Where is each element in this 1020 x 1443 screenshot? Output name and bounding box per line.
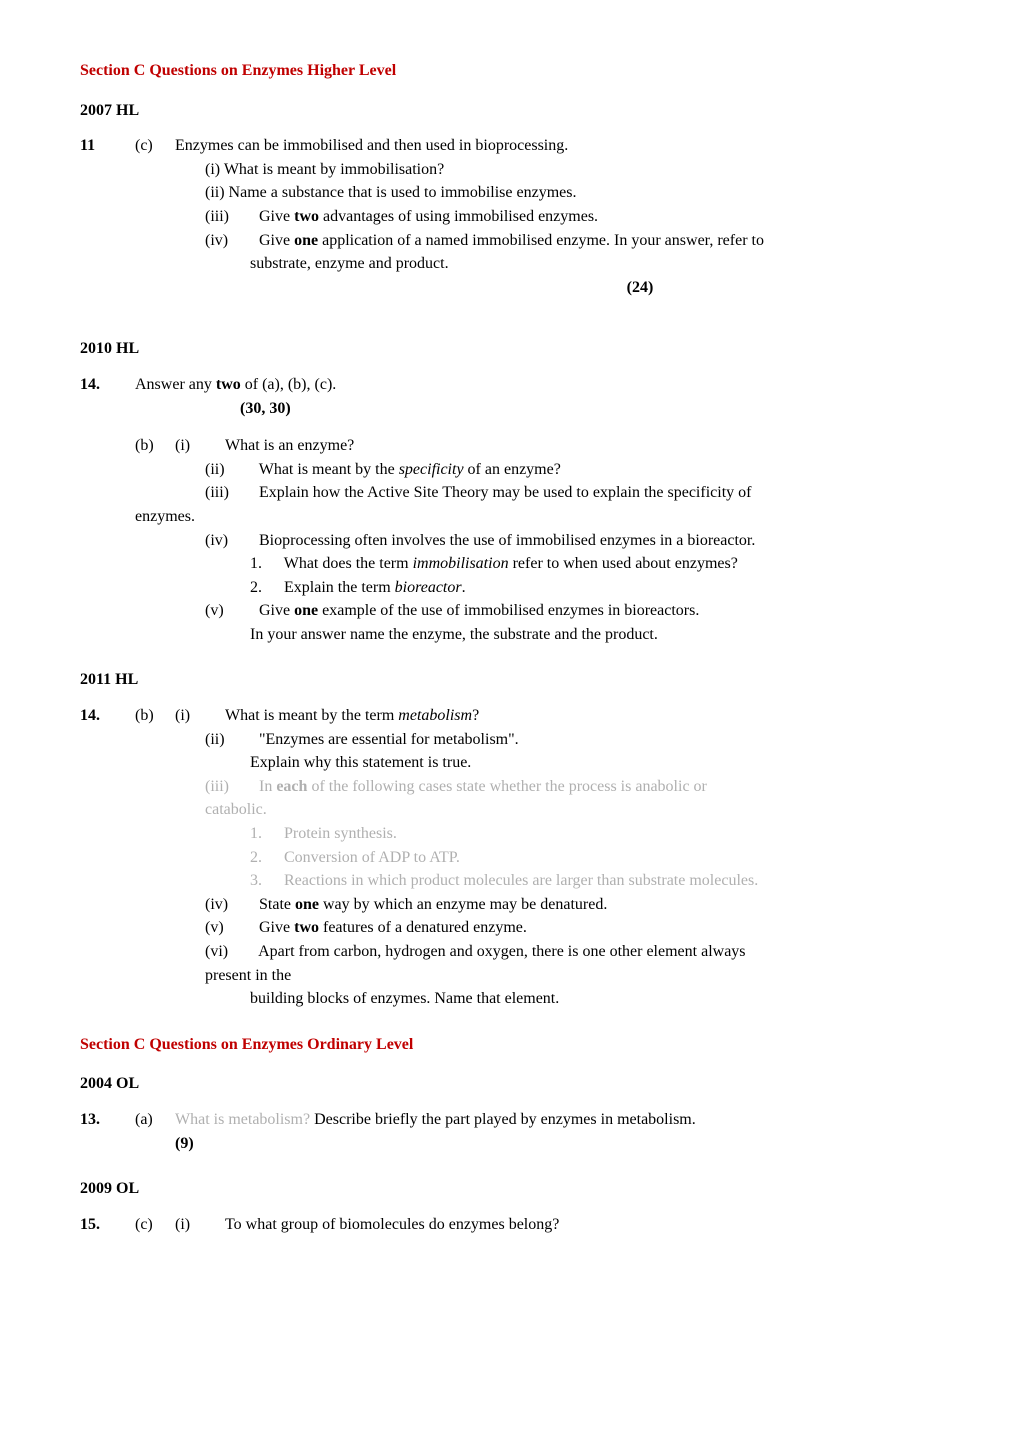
- num-label: 2.: [250, 847, 280, 869]
- text: "Enzymes are essential for metabolism".: [259, 731, 519, 748]
- catabolic-word: catabolic.: [80, 799, 940, 821]
- roman-label: (i): [175, 435, 225, 457]
- roman-label: (ii): [205, 459, 255, 481]
- roman-label: (iii): [205, 482, 255, 504]
- q14b-2011-vi: (vi) Apart from carbon, hydrogen and oxy…: [80, 941, 940, 963]
- text: Conversion of ADP to ATP.: [284, 849, 460, 866]
- num-label: 3.: [250, 870, 280, 892]
- q13-row: 13. (a) What is metabolism? Describe bri…: [80, 1109, 940, 1131]
- roman-label: (iv): [205, 894, 255, 916]
- q11-iii: (iii) Give two advantages of using immob…: [80, 206, 940, 228]
- q-number: 11: [80, 135, 135, 157]
- text: What is meant by the term metabolism?: [225, 705, 479, 727]
- q14b-2011-ii-sub: Explain why this statement is true.: [80, 752, 940, 774]
- roman-label: (v): [205, 600, 255, 622]
- year-2007: 2007 HL: [80, 100, 940, 122]
- q15-row: 15. (c) (i) To what group of biomolecule…: [80, 1214, 940, 1236]
- roman-label: (ii): [205, 729, 255, 751]
- q14b-v: (v) Give one example of the use of immob…: [80, 600, 940, 622]
- text: What is an enzyme?: [225, 435, 354, 457]
- q-number: 14.: [80, 374, 135, 396]
- q-number: 14.: [80, 705, 135, 727]
- marks-top: (30, 30): [80, 398, 940, 420]
- section-heading-hl: Section C Questions on Enzymes Higher Le…: [80, 60, 940, 82]
- marks-bold: (9): [175, 1135, 194, 1152]
- marks: (24): [80, 277, 940, 299]
- q14b-2011-iv: (iv) State one way by which an enzyme ma…: [80, 894, 940, 916]
- num-label: 1.: [250, 553, 280, 575]
- part-letter: (b): [135, 435, 175, 457]
- text: Give two features of a denatured enzyme.: [259, 919, 527, 936]
- q11-row: 11 (c) Enzymes can be immobilised and th…: [80, 135, 940, 157]
- q11-iv: (iv) Give one application of a named imm…: [80, 230, 940, 252]
- q14b-iv-2: 2. Explain the term bioreactor.: [80, 577, 940, 599]
- roman-label: (i): [175, 1214, 225, 1236]
- building-blocks: building blocks of enzymes. Name that el…: [80, 988, 940, 1010]
- text: Explain the term bioreactor.: [284, 579, 466, 596]
- text: Apart from carbon, hydrogen and oxygen, …: [258, 943, 745, 960]
- q13-marks: (9): [80, 1133, 940, 1155]
- year-2009: 2009 OL: [80, 1178, 940, 1200]
- grey-text: What is metabolism?: [175, 1111, 314, 1128]
- text: What is meant by the specificity of an e…: [259, 461, 561, 478]
- text: State one way by which an enzyme may be …: [259, 896, 607, 913]
- q14b-2011-ii: (ii) "Enzymes are essential for metaboli…: [80, 729, 940, 751]
- part-letter: (a): [135, 1109, 175, 1131]
- answer-any: Answer any two of (a), (b), (c).: [135, 374, 940, 396]
- roman-label: (iii): [205, 206, 255, 228]
- roman-label: (iv): [205, 230, 255, 252]
- enzymes-word: enzymes.: [80, 506, 940, 528]
- text: Bioprocessing often involves the use of …: [259, 532, 755, 549]
- text: To what group of biomolecules do enzymes…: [225, 1214, 559, 1236]
- q11-ii: (ii) Name a substance that is used to im…: [80, 182, 940, 204]
- q-number: 13.: [80, 1109, 135, 1131]
- num-label: 1.: [250, 823, 280, 845]
- part-letter: (c): [135, 1214, 175, 1236]
- q14-2011-row: 14. (b) (i) What is meant by the term me…: [80, 705, 940, 727]
- text: Protein synthesis.: [284, 825, 397, 842]
- q14b-2011-iii: (iii) In each of the following cases sta…: [80, 776, 940, 798]
- q14b-2011-iii-3: 3. Reactions in which product molecules …: [80, 870, 940, 892]
- q14-2010-row: 14. Answer any two of (a), (b), (c).: [80, 374, 940, 396]
- q14b-row: (b) (i) What is an enzyme?: [80, 435, 940, 457]
- section-heading-ol: Section C Questions on Enzymes Ordinary …: [80, 1034, 940, 1056]
- roman-label: (iv): [205, 530, 255, 552]
- roman-label: (i): [175, 705, 225, 727]
- text: Explain how the Active Site Theory may b…: [259, 484, 751, 501]
- roman-label: (iii): [205, 776, 255, 798]
- q14b-iii: (iii) Explain how the Active Site Theory…: [80, 482, 940, 504]
- q-number: 15.: [80, 1214, 135, 1236]
- q14b-2011-iii-1: 1. Protein synthesis.: [80, 823, 940, 845]
- roman-label: (v): [205, 917, 255, 939]
- q14b-iv: (iv) Bioprocessing often involves the us…: [80, 530, 940, 552]
- q-stem: Enzymes can be immobilised and then used…: [175, 135, 940, 157]
- year-2010: 2010 HL: [80, 338, 940, 360]
- year-2011: 2011 HL: [80, 669, 940, 691]
- text: Reactions in which product molecules are…: [284, 872, 758, 889]
- roman-label: (vi): [205, 941, 255, 963]
- q14b-2011-iii-2: 2. Conversion of ADP to ATP.: [80, 847, 940, 869]
- text: Give one example of the use of immobilis…: [259, 602, 699, 619]
- part-letter: (b): [135, 705, 175, 727]
- year-2004: 2004 OL: [80, 1073, 940, 1095]
- text: What does the term immobilisation refer …: [284, 555, 738, 572]
- num-label: 2.: [250, 577, 280, 599]
- text: Give two advantages of using immobilised…: [259, 208, 598, 225]
- black-text: Describe briefly the part played by enzy…: [314, 1111, 696, 1128]
- q13-text: What is metabolism? Describe briefly the…: [175, 1109, 940, 1131]
- q14b-2011-v: (v) Give two features of a denatured enz…: [80, 917, 940, 939]
- part-letter: (c): [135, 135, 175, 157]
- q14b-v-cont: In your answer name the enzyme, the subs…: [80, 624, 940, 646]
- q14b-ii: (ii) What is meant by the specificity of…: [80, 459, 940, 481]
- present-in-the: present in the: [80, 965, 940, 987]
- q11-i: (i) What is meant by immobilisation?: [80, 159, 940, 181]
- q11-iv-cont: substrate, enzyme and product.: [80, 253, 940, 275]
- q14b-iv-1: 1. What does the term immobilisation ref…: [80, 553, 940, 575]
- text: Give one application of a named immobili…: [259, 232, 764, 249]
- text: In each of the following cases state whe…: [259, 778, 707, 795]
